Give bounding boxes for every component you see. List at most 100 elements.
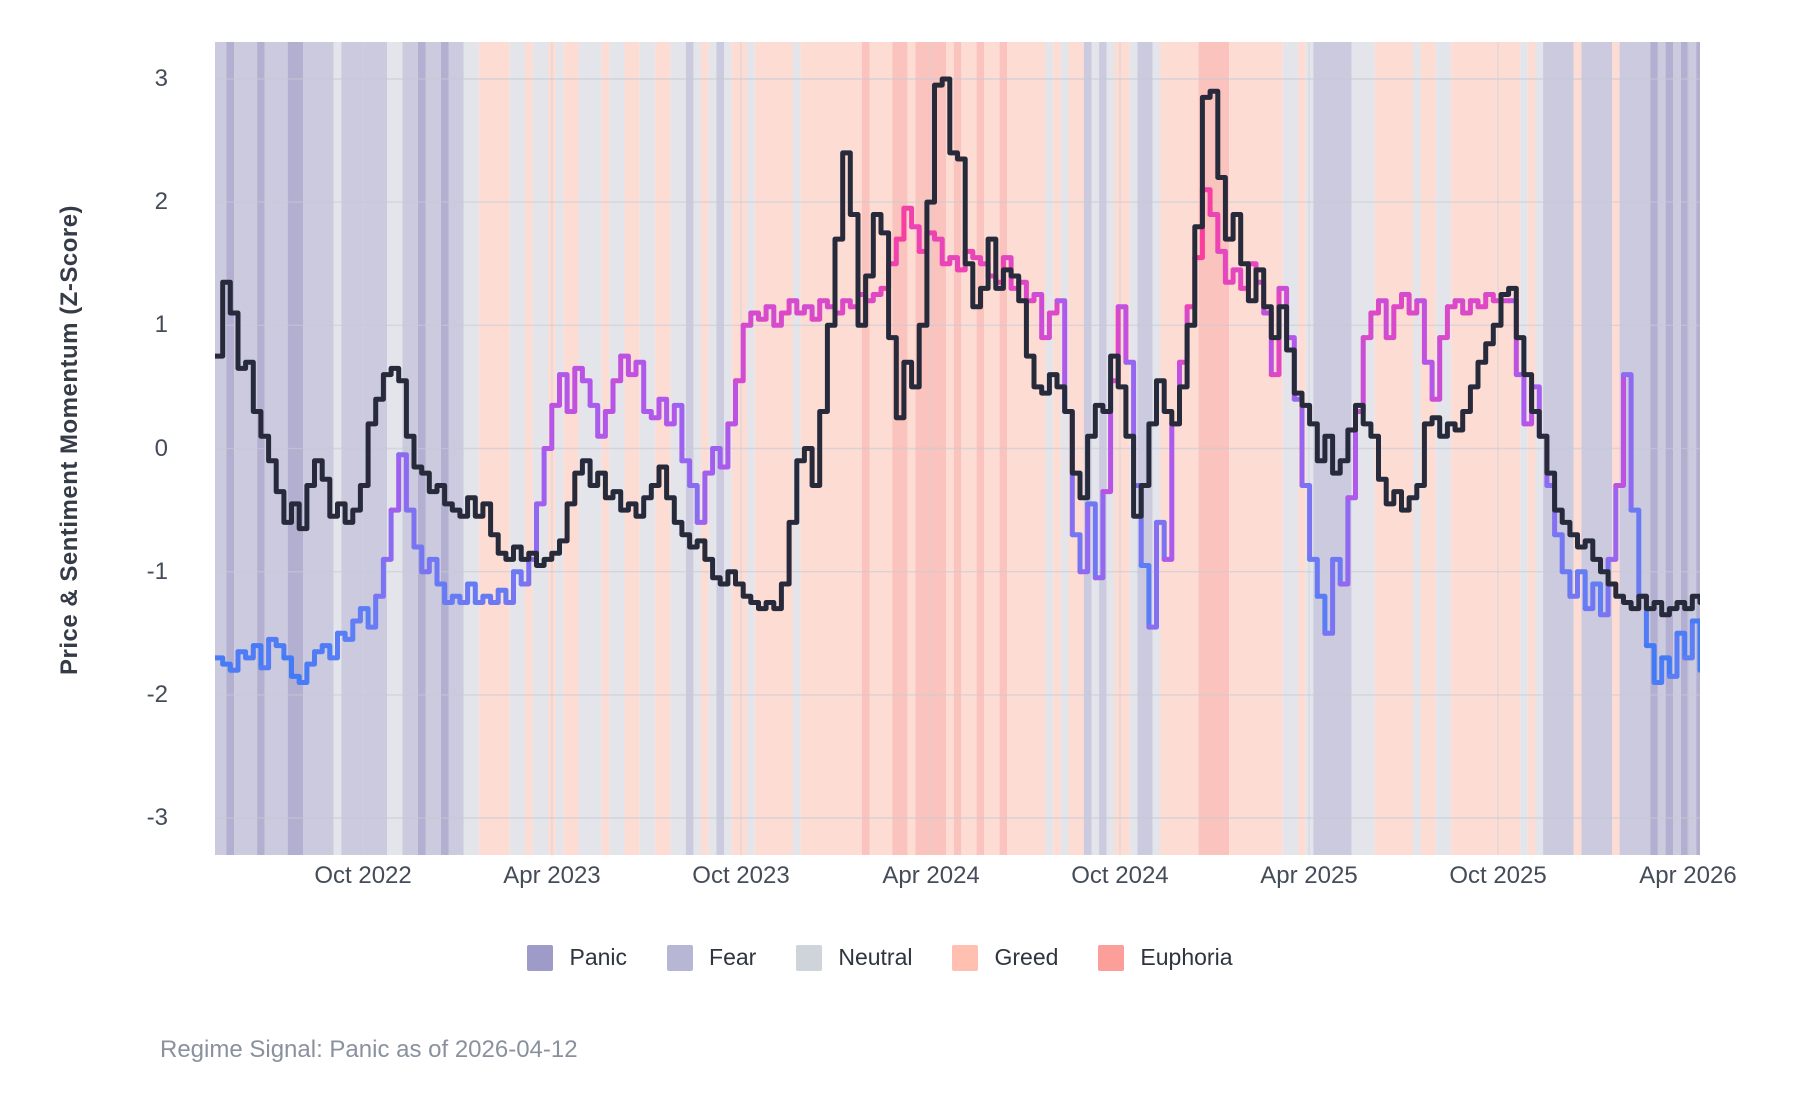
sentiment-segment <box>801 304 815 322</box>
sentiment-segment <box>511 569 524 587</box>
sentiment-segment <box>809 298 823 322</box>
sentiment-segment <box>457 581 471 605</box>
sentiment-segment <box>618 353 631 378</box>
sentiment-segment <box>656 396 670 427</box>
sentiment-segment <box>1161 421 1175 562</box>
sentiment-segment <box>763 304 777 328</box>
sentiment-segment <box>702 446 716 476</box>
sentiment-segment <box>495 587 509 605</box>
sentiment-segment <box>518 556 532 587</box>
legend-item-fear[interactable]: Fear <box>667 944 756 971</box>
x-tick-label: Apr 2023 <box>503 862 601 889</box>
legend-item-euphoria[interactable]: Euphoria <box>1098 944 1233 971</box>
sentiment-segment <box>564 365 578 414</box>
sentiment-segment <box>1575 569 1588 612</box>
sentiment-segment <box>664 402 677 427</box>
sentiment-segment <box>1643 643 1657 685</box>
sentiment-segment <box>419 556 432 575</box>
x-tick-label: Apr 2026 <box>1639 862 1737 889</box>
sentiment-segment <box>1605 483 1619 562</box>
sentiment-segment <box>1613 372 1626 488</box>
sentiment-segment <box>901 205 915 230</box>
sentiment-segment <box>250 643 264 671</box>
sentiment-segment <box>403 507 417 550</box>
sentiment-segment <box>1154 519 1167 562</box>
sentiment-segment <box>909 224 922 254</box>
sentiment-segment <box>694 470 708 525</box>
sentiment-segment <box>1222 267 1236 285</box>
legend-swatch-euphoria <box>1098 944 1125 971</box>
sentiment-segment <box>1146 519 1159 630</box>
sentiment-segment <box>778 298 792 316</box>
sentiment-segment <box>396 452 409 513</box>
sentiment-segment <box>1552 532 1565 575</box>
sentiment-segment <box>671 402 685 464</box>
sentiment-segment <box>1345 409 1358 501</box>
sentiment-segment <box>572 365 585 384</box>
x-tick-label: Oct 2024 <box>1071 862 1169 889</box>
sentiment-segment <box>625 359 639 378</box>
y-axis-title: Price & Sentiment Momentum (Z-Score) <box>56 204 83 676</box>
sentiment-segment <box>648 396 662 421</box>
sentiment-segment <box>465 581 478 605</box>
sentiment-segment <box>1582 581 1596 612</box>
sentiment-segment <box>1085 501 1098 581</box>
plot-area[interactable] <box>215 42 1700 855</box>
sentiment-segment <box>1046 298 1060 316</box>
sentiment-segment <box>1429 335 1443 402</box>
sentiment-segment <box>365 593 379 630</box>
legend-item-panic[interactable]: Panic <box>527 944 627 971</box>
sentiment-segment <box>1138 563 1152 630</box>
sentiment-segment <box>1199 187 1213 217</box>
y-tick-label: -2 <box>146 680 168 708</box>
sentiment-segment <box>1651 655 1665 685</box>
sentiment-segment <box>786 298 800 316</box>
sentiment-segment <box>679 458 693 488</box>
sentiment-segment <box>1452 298 1466 316</box>
sentiment-segment <box>304 649 317 667</box>
sentiment-segment <box>1092 489 1106 581</box>
sentiment-segment <box>1207 212 1221 254</box>
sentiment-segment <box>281 655 294 679</box>
price-line[interactable] <box>215 76 1700 618</box>
sentiment-segment <box>434 581 448 605</box>
sentiment-segment <box>1215 248 1228 285</box>
sentiment-segment <box>1307 556 1320 599</box>
sentiment-segment <box>273 643 287 661</box>
sentiment-segment <box>1314 593 1328 636</box>
sentiment-segment <box>1368 298 1381 316</box>
legend-label: Neutral <box>838 944 913 970</box>
legend-label: Greed <box>994 944 1059 970</box>
sentiment-segment <box>1475 292 1489 310</box>
x-tick-label: Oct 2023 <box>692 862 790 889</box>
y-tick-label: 2 <box>154 188 168 216</box>
sentiment-segment <box>1559 569 1573 599</box>
sentiment-segment <box>1337 495 1351 587</box>
sentiment-segment <box>380 507 394 562</box>
legend-swatch-greed <box>952 944 979 971</box>
sentiment-segment <box>1330 556 1343 587</box>
sentiment-segment <box>1100 378 1114 495</box>
legend-item-neutral[interactable]: Neutral <box>796 944 912 971</box>
sentiment-segment <box>733 322 746 384</box>
sentiment-segment <box>1016 279 1029 304</box>
sentiment-segment <box>1666 630 1680 679</box>
sentiment-segment <box>411 544 425 575</box>
plot-svg[interactable] <box>215 42 1700 855</box>
x-tick-label: Apr 2025 <box>1260 862 1358 889</box>
sentiment-segment <box>633 359 647 414</box>
sentiment-segment <box>1628 507 1642 599</box>
y-tick-label: 3 <box>154 64 168 92</box>
sentiment-segment <box>610 353 624 384</box>
sentiment-segment <box>342 618 356 642</box>
sentiment-segment <box>1031 292 1045 341</box>
sentiment-segment <box>549 372 562 408</box>
sentiment-segment <box>756 304 769 322</box>
sentiment-segment <box>1230 267 1244 291</box>
sentiment-segment <box>1689 618 1700 673</box>
sentiment-segment <box>327 630 340 661</box>
y-tick-label: -3 <box>146 804 168 832</box>
legend-item-greed[interactable]: Greed <box>952 944 1058 971</box>
sentiment-segment <box>1674 630 1688 661</box>
sentiment-segment <box>1299 483 1313 562</box>
